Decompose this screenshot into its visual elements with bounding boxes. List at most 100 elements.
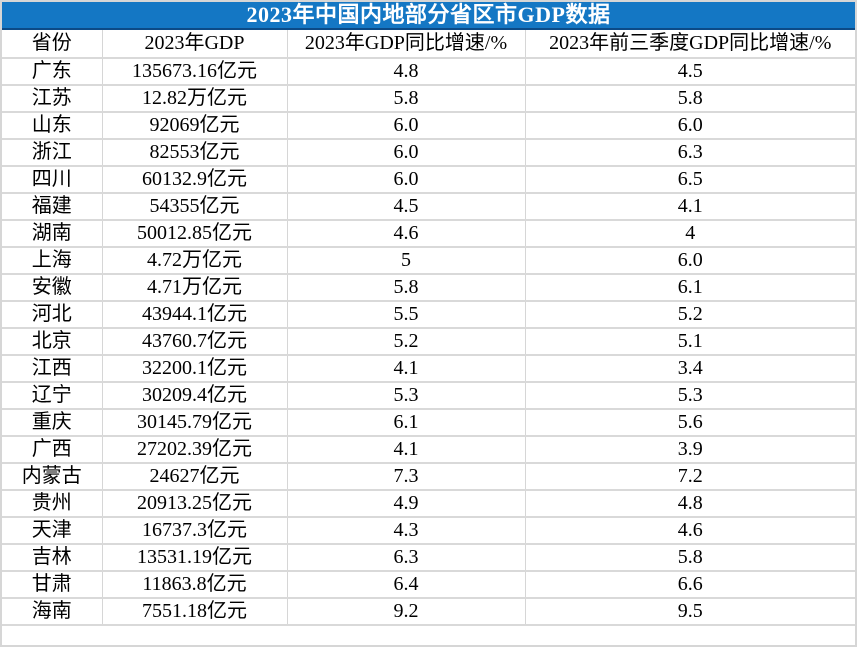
growth-q3-cell: 5.8 — [524, 543, 855, 572]
growth-q3-cell: 5.3 — [524, 381, 855, 410]
table-row: 贵州 20913.25亿元 4.9 4.8 — [2, 489, 855, 518]
gdp-value-cell: 32200.1亿元 — [101, 354, 288, 383]
province-cell: 江西 — [2, 354, 103, 383]
table-row: 广东 135673.16亿元 4.8 4.5 — [2, 57, 855, 86]
gdp-value-cell: 54355亿元 — [101, 192, 288, 221]
province-cell: 安徽 — [2, 273, 103, 302]
province-cell: 贵州 — [2, 489, 103, 518]
growth-2023-cell: 4.8 — [286, 57, 526, 86]
growth-2023-cell: 6.0 — [286, 138, 526, 167]
province-cell: 海南 — [2, 597, 103, 626]
table-title: 2023年中国内地部分省区市GDP数据 — [246, 2, 611, 27]
gdp-value-cell: 43760.7亿元 — [101, 327, 288, 356]
gdp-value-cell: 24627亿元 — [101, 462, 288, 491]
table-row: 广西 27202.39亿元 4.1 3.9 — [2, 435, 855, 464]
growth-2023-cell: 5 — [286, 246, 526, 275]
table-title-bar: 2023年中国内地部分省区市GDP数据 — [2, 2, 855, 30]
table-row: 河北 43944.1亿元 5.5 5.2 — [2, 300, 855, 329]
growth-q3-cell: 5.2 — [524, 300, 855, 329]
growth-2023-cell: 4.1 — [286, 354, 526, 383]
province-cell: 辽宁 — [2, 381, 103, 410]
growth-2023-cell: 4.6 — [286, 219, 526, 248]
gdp-value-cell: 50012.85亿元 — [101, 219, 288, 248]
province-cell: 浙江 — [2, 138, 103, 167]
header-gdp-2023: 2023年GDP — [101, 30, 288, 59]
table-row: 北京 43760.7亿元 5.2 5.1 — [2, 327, 855, 356]
header-row: 省份 2023年GDP 2023年GDP同比增速/% 2023年前三季度GDP同… — [2, 30, 855, 59]
table-row: 四川 60132.9亿元 6.0 6.5 — [2, 165, 855, 194]
header-growth-2023: 2023年GDP同比增速/% — [286, 30, 526, 59]
growth-q3-cell: 4.1 — [524, 192, 855, 221]
growth-q3-cell: 3.9 — [524, 435, 855, 464]
table-row: 湖南 50012.85亿元 4.6 4 — [2, 219, 855, 248]
gdp-value-cell: 4.72万亿元 — [101, 246, 288, 275]
table-row: 内蒙古 24627亿元 7.3 7.2 — [2, 462, 855, 491]
province-cell: 湖南 — [2, 219, 103, 248]
growth-2023-cell: 5.8 — [286, 273, 526, 302]
growth-2023-cell: 5.3 — [286, 381, 526, 410]
growth-2023-cell: 7.3 — [286, 462, 526, 491]
growth-q3-cell: 5.6 — [524, 408, 855, 437]
province-cell: 吉林 — [2, 543, 103, 572]
gdp-value-cell: 27202.39亿元 — [101, 435, 288, 464]
growth-q3-cell: 6.5 — [524, 165, 855, 194]
gdp-value-cell: 16737.3亿元 — [101, 516, 288, 545]
table-row: 浙江 82553亿元 6.0 6.3 — [2, 138, 855, 167]
growth-q3-cell: 6.1 — [524, 273, 855, 302]
growth-q3-cell: 6.0 — [524, 246, 855, 275]
table-row: 安徽 4.71万亿元 5.8 6.1 — [2, 273, 855, 302]
growth-q3-cell: 6.6 — [524, 570, 855, 599]
province-cell: 甘肃 — [2, 570, 103, 599]
table-body: 广东 135673.16亿元 4.8 4.5 江苏 12.82万亿元 5.8 5… — [2, 57, 855, 626]
province-cell: 北京 — [2, 327, 103, 356]
table-row: 天津 16737.3亿元 4.3 4.6 — [2, 516, 855, 545]
gdp-value-cell: 7551.18亿元 — [101, 597, 288, 626]
table-row: 上海 4.72万亿元 5 6.0 — [2, 246, 855, 275]
growth-q3-cell: 9.5 — [524, 597, 855, 626]
province-cell: 广东 — [2, 57, 103, 86]
table-row: 辽宁 30209.4亿元 5.3 5.3 — [2, 381, 855, 410]
growth-2023-cell: 4.3 — [286, 516, 526, 545]
growth-2023-cell: 6.0 — [286, 165, 526, 194]
gdp-value-cell: 82553亿元 — [101, 138, 288, 167]
province-cell: 重庆 — [2, 408, 103, 437]
growth-2023-cell: 6.4 — [286, 570, 526, 599]
growth-q3-cell: 6.3 — [524, 138, 855, 167]
gdp-value-cell: 30209.4亿元 — [101, 381, 288, 410]
growth-q3-cell: 4.8 — [524, 489, 855, 518]
growth-q3-cell: 3.4 — [524, 354, 855, 383]
gdp-value-cell: 20913.25亿元 — [101, 489, 288, 518]
table-row: 福建 54355亿元 4.5 4.1 — [2, 192, 855, 221]
province-cell: 广西 — [2, 435, 103, 464]
growth-2023-cell: 6.1 — [286, 408, 526, 437]
header-growth-q3: 2023年前三季度GDP同比增速/% — [524, 30, 855, 59]
table-row: 江西 32200.1亿元 4.1 3.4 — [2, 354, 855, 383]
gdp-value-cell: 13531.19亿元 — [101, 543, 288, 572]
growth-q3-cell: 7.2 — [524, 462, 855, 491]
growth-q3-cell: 4.6 — [524, 516, 855, 545]
growth-q3-cell: 5.8 — [524, 84, 855, 113]
gdp-value-cell: 43944.1亿元 — [101, 300, 288, 329]
growth-2023-cell: 5.2 — [286, 327, 526, 356]
growth-2023-cell: 6.3 — [286, 543, 526, 572]
table-row: 吉林 13531.19亿元 6.3 5.8 — [2, 543, 855, 572]
gdp-value-cell: 11863.8亿元 — [101, 570, 288, 599]
table-row: 重庆 30145.79亿元 6.1 5.6 — [2, 408, 855, 437]
gdp-value-cell: 60132.9亿元 — [101, 165, 288, 194]
header-province: 省份 — [2, 30, 103, 59]
province-cell: 福建 — [2, 192, 103, 221]
table-row: 山东 92069亿元 6.0 6.0 — [2, 111, 855, 140]
gdp-value-cell: 135673.16亿元 — [101, 57, 288, 86]
gdp-value-cell: 12.82万亿元 — [101, 84, 288, 113]
growth-q3-cell: 5.1 — [524, 327, 855, 356]
province-cell: 山东 — [2, 111, 103, 140]
province-cell: 江苏 — [2, 84, 103, 113]
province-cell: 四川 — [2, 165, 103, 194]
growth-q3-cell: 6.0 — [524, 111, 855, 140]
growth-2023-cell: 5.5 — [286, 300, 526, 329]
growth-q3-cell: 4.5 — [524, 57, 855, 86]
growth-2023-cell: 4.5 — [286, 192, 526, 221]
growth-q3-cell: 4 — [524, 219, 855, 248]
growth-2023-cell: 6.0 — [286, 111, 526, 140]
